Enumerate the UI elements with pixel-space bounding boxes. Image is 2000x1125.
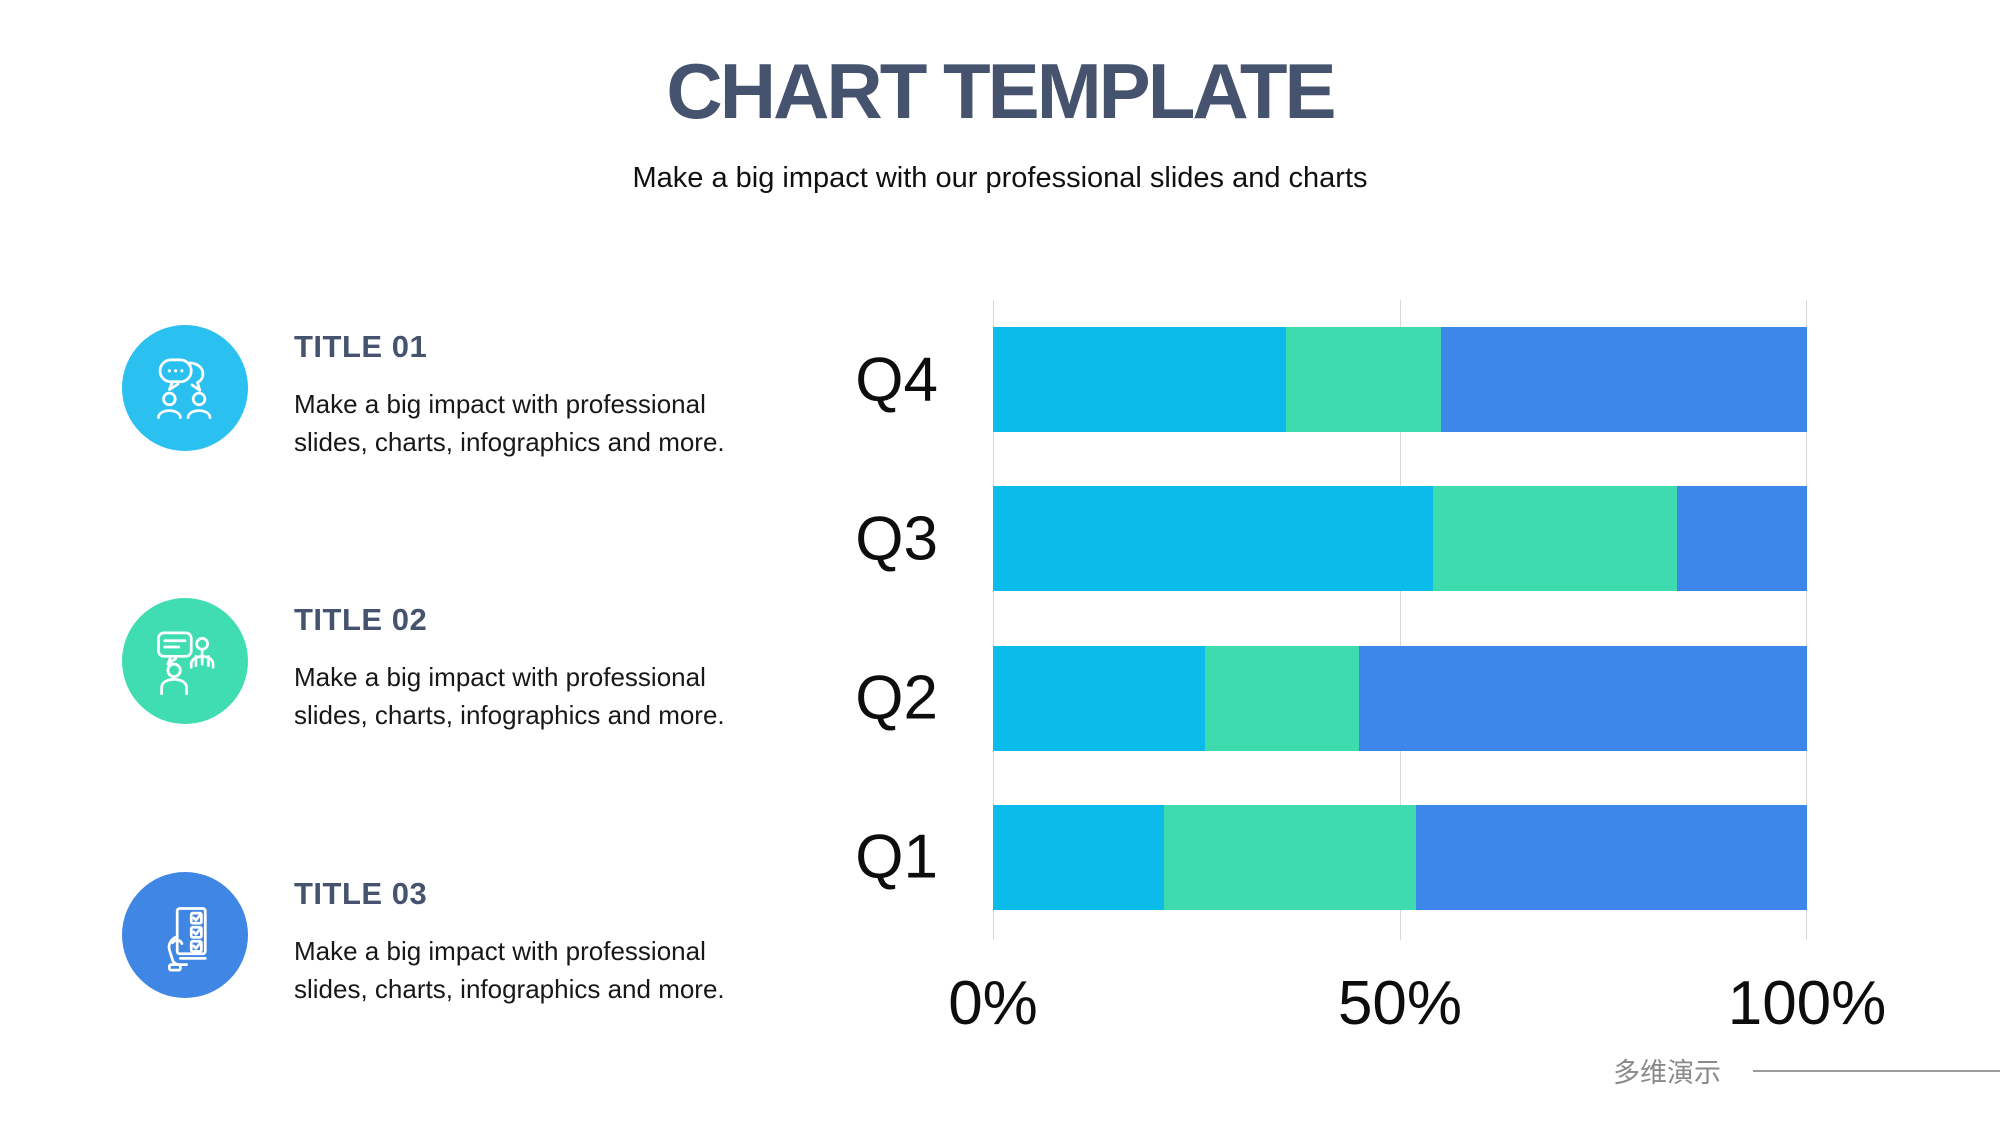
watermark-text: 多维演示 [1613,1058,1721,1088]
bar-segment-green-series [1204,645,1360,751]
presentation-people-icon [122,598,248,724]
x-tick-label: 0% [948,969,1038,1038]
bar-segment-cyan-series [993,804,1164,910]
bar-row-q4: Q4 [855,327,1807,432]
feature-item-2: TITLE 02 Make a big impact with professi… [122,598,774,734]
feature-title: TITLE 01 [294,329,428,364]
bar-segment-cyan-series [993,486,1433,592]
gridline [1806,300,1807,940]
feature-item-1: TITLE 01 Make a big impact with professi… [122,325,774,461]
bar-segment-cyan-series [993,327,1287,432]
bar-segment-blue-series [1359,645,1807,751]
bar-row-q1: Q1 [855,804,1807,910]
presentation-people-icon-glyph [157,631,215,696]
page-subtitle: Make a big impact with our professional … [632,162,1368,194]
gridline [1400,300,1401,940]
gridline [993,300,994,940]
bar-rows: Q4 Q3 Q2 Q1 [855,300,1807,940]
checklist-hand-icon-glyph [167,907,207,972]
bar-segment-blue-series [1676,486,1807,592]
bar-segment-green-series [1432,486,1677,592]
bar-segment-green-series [1163,804,1417,910]
feature-description: Make a big impact with professional slid… [294,936,725,1004]
feature-text: TITLE 03 Make a big impact with professi… [294,872,774,1008]
bar-row-q2: Q2 [855,645,1807,751]
chat-people-icon [122,325,248,451]
bar-segment-green-series [1286,327,1441,432]
footer-line [1753,1069,2000,1072]
bar-segment-cyan-series [993,645,1205,751]
x-tick-label: 50% [1337,969,1463,1038]
checklist-hand-icon [122,872,248,998]
category-label: Q4 [855,345,938,414]
bar-segment-blue-series [1440,327,1807,432]
stacked-bar-chart-plot-area: Q4 Q3 Q2 Q1 [855,300,1807,940]
bar-segment-blue-series [1416,804,1807,910]
feature-list: TITLE 01 Make a big impact with professi… [122,325,742,1085]
feature-description: Make a big impact with professional slid… [294,389,725,457]
watermark: 多维演示 [1613,1051,2000,1090]
feature-description: Make a big impact with professional slid… [294,662,725,730]
page-title: CHART TEMPLATE [666,47,1336,135]
feature-text: TITLE 02 Make a big impact with professi… [294,598,774,734]
chat-people-icon-glyph [157,358,212,420]
feature-title: TITLE 02 [294,602,428,637]
feature-item-3: TITLE 03 Make a big impact with professi… [122,872,774,1008]
category-label: Q1 [855,822,938,892]
category-label: Q2 [855,663,938,733]
feature-text: TITLE 01 Make a big impact with professi… [294,325,774,461]
feature-title: TITLE 03 [294,876,428,911]
category-label: Q3 [855,504,938,574]
x-axis: 0% 50% 100% [948,968,1886,1048]
x-tick-label: 100% [1727,969,1887,1038]
bar-row-q3: Q3 [855,486,1807,592]
